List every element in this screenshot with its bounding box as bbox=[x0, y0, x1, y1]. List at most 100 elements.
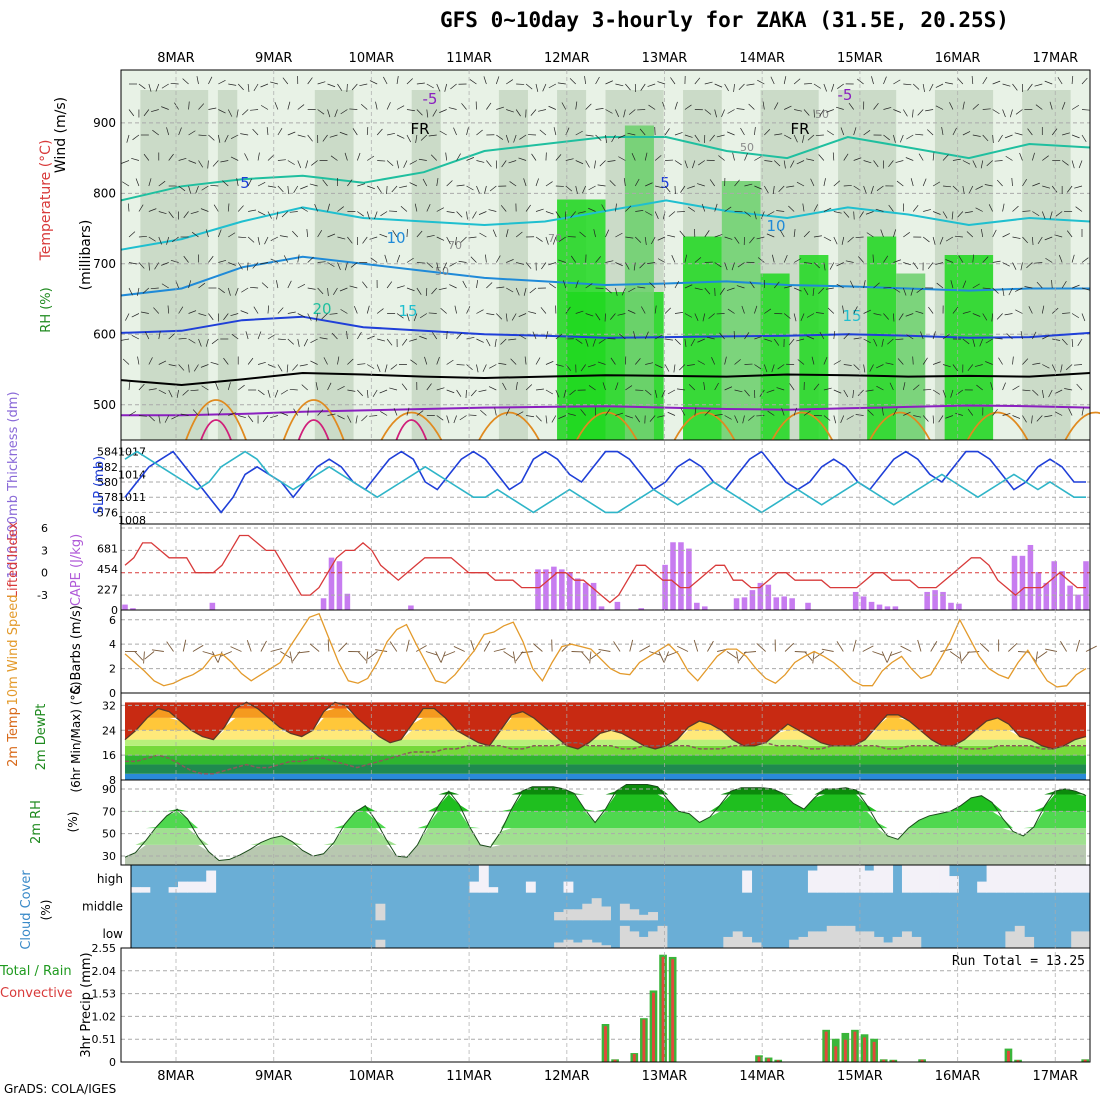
wind-barb bbox=[526, 415, 535, 418]
wind-barb bbox=[631, 153, 636, 161]
wind-barb bbox=[980, 229, 984, 238]
wind-barb bbox=[484, 185, 487, 194]
wind-barb bbox=[297, 313, 306, 318]
wind-barb bbox=[340, 109, 348, 115]
wind-barb bbox=[158, 236, 162, 245]
wind-barb bbox=[170, 82, 179, 85]
wind-barb bbox=[627, 309, 636, 314]
wind-barb bbox=[409, 338, 417, 342]
cape-bar bbox=[868, 601, 875, 610]
bottom-date-label: 16MAR bbox=[935, 1069, 981, 1084]
wind-barb bbox=[166, 236, 170, 245]
cloud-high-cell bbox=[478, 865, 489, 893]
wind-barb bbox=[905, 313, 914, 317]
cloud-high-cell bbox=[206, 870, 217, 893]
wind-barb bbox=[535, 236, 543, 242]
wind-barb bbox=[902, 382, 906, 391]
wind-barb bbox=[657, 258, 666, 263]
wind-barb bbox=[168, 211, 174, 219]
wind-barb bbox=[347, 389, 356, 392]
cloud-high-cell bbox=[995, 865, 1006, 893]
side-label-slp: SLP (mb) bbox=[92, 456, 107, 515]
wind-barb bbox=[952, 127, 957, 136]
wind-barb bbox=[208, 313, 214, 321]
wind-barb bbox=[337, 206, 344, 212]
wind-barb bbox=[766, 389, 775, 393]
wind-barb bbox=[245, 331, 249, 340]
wind-barb bbox=[350, 262, 358, 268]
wind-barb bbox=[883, 76, 887, 85]
cape-bar bbox=[940, 591, 946, 610]
wind-barb bbox=[334, 109, 338, 118]
wind-barb bbox=[664, 364, 670, 372]
wind-barb bbox=[244, 153, 249, 161]
precip-convective-bar bbox=[863, 1037, 866, 1062]
wind-barb bbox=[492, 229, 497, 238]
wind-barb bbox=[913, 83, 920, 90]
precip-convective-bar bbox=[757, 1056, 761, 1062]
wind-barb bbox=[980, 160, 984, 169]
wind-barb bbox=[280, 412, 288, 416]
wind-barb bbox=[857, 389, 864, 396]
wind-barb bbox=[688, 206, 696, 212]
wind-barb bbox=[478, 389, 487, 393]
wind-barb bbox=[450, 83, 457, 90]
cloud-high-cell bbox=[930, 865, 941, 893]
side-label-dewpt: 2m DewPt bbox=[34, 704, 49, 771]
wind-barb bbox=[674, 160, 682, 166]
wind-barb bbox=[727, 308, 735, 314]
wind-barb bbox=[188, 338, 196, 344]
wind-barb bbox=[793, 134, 798, 143]
wind-barb bbox=[842, 305, 845, 314]
wind-barb bbox=[188, 185, 192, 194]
wind-barb bbox=[836, 283, 844, 289]
wind-barb bbox=[623, 178, 626, 187]
wind-barb bbox=[524, 356, 527, 365]
wind-barb bbox=[362, 236, 368, 244]
wind-barb bbox=[740, 127, 745, 136]
wind-barb bbox=[489, 185, 497, 192]
wind-barb bbox=[1031, 415, 1033, 424]
wind-barb bbox=[293, 185, 299, 194]
wind-barb bbox=[893, 229, 897, 238]
wind-barb bbox=[680, 408, 686, 416]
wind-barb bbox=[355, 415, 358, 424]
wind-barb bbox=[994, 160, 1003, 162]
wind-barb bbox=[535, 83, 539, 92]
wind-barb bbox=[456, 211, 463, 218]
wind-barb bbox=[366, 389, 369, 398]
bottom-date-label: 11MAR bbox=[446, 1069, 492, 1084]
cloud-middle-cell bbox=[601, 906, 611, 921]
wind-barb bbox=[607, 160, 616, 162]
y-tick-label: 4 bbox=[109, 638, 116, 651]
contour-label: 70 bbox=[448, 239, 462, 252]
wind-barb bbox=[1049, 101, 1053, 110]
wind-barb bbox=[942, 185, 952, 188]
wind-barb bbox=[307, 287, 316, 290]
wind-barb bbox=[286, 364, 289, 373]
wind-barb bbox=[393, 407, 398, 416]
wind-barb bbox=[150, 287, 159, 290]
wind-barb bbox=[831, 83, 835, 92]
wind-barb bbox=[654, 211, 659, 219]
wind-barb bbox=[885, 362, 894, 365]
wind-barb bbox=[923, 209, 931, 212]
wind-barb bbox=[754, 305, 758, 314]
wind-barb bbox=[1012, 83, 1018, 91]
wind-barb bbox=[771, 364, 775, 373]
wind-barb bbox=[585, 313, 594, 317]
wind-barb bbox=[836, 641, 844, 652]
wind-barb bbox=[505, 408, 510, 416]
wind-barb bbox=[210, 361, 219, 365]
wind-barb bbox=[512, 651, 516, 664]
wind-barb bbox=[575, 310, 584, 314]
wind-barb bbox=[453, 127, 457, 136]
cloud-low-cell bbox=[629, 931, 640, 948]
wind-barb bbox=[962, 280, 967, 289]
precip-convective-bar bbox=[661, 956, 665, 1062]
wind-barb bbox=[835, 106, 844, 110]
wind-barb bbox=[190, 211, 199, 215]
wind-barb bbox=[122, 181, 130, 187]
wind-barb bbox=[580, 651, 590, 661]
wind-barb bbox=[406, 313, 410, 322]
